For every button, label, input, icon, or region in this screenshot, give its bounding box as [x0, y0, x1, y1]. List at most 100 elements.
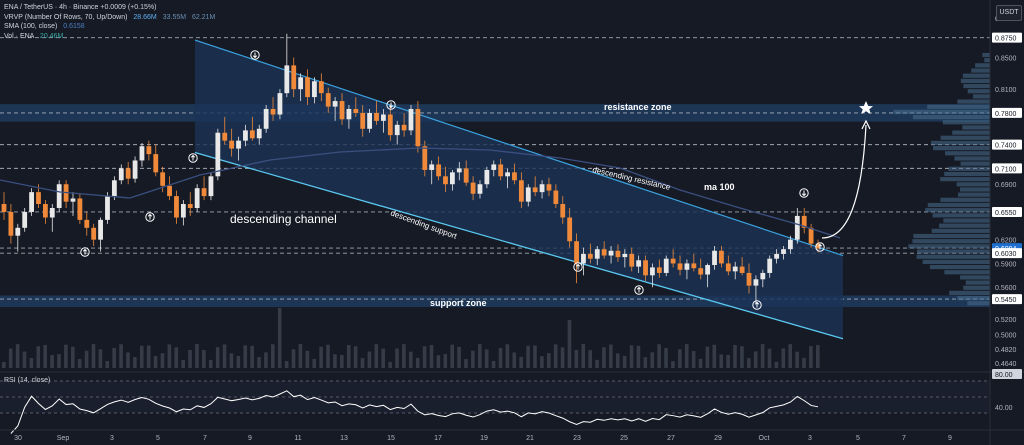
candle-body: [187, 204, 193, 208]
candle-body: [670, 258, 676, 264]
volume-profile-bar: [940, 177, 990, 182]
candle-body: [518, 180, 524, 202]
volume-profile-bar: [954, 156, 990, 161]
volume-bar: [643, 357, 648, 368]
price-tick-label: 0.6200: [995, 238, 1017, 245]
volume-bar: [160, 353, 165, 368]
volume-profile-bar: [963, 83, 990, 89]
volume-profile-bar: [957, 192, 990, 197]
volume-bar: [298, 344, 303, 368]
candle-body: [456, 168, 462, 173]
candle-body: [15, 227, 21, 236]
candle-body: [408, 108, 414, 131]
candle-body: [49, 207, 55, 218]
candle-body: [332, 101, 338, 107]
candle-body: [553, 190, 559, 205]
candle-body: [401, 124, 407, 131]
volume-bar: [250, 345, 254, 368]
volume-bar: [622, 355, 627, 368]
volume-profile-bar: [916, 254, 990, 259]
candle-body: [325, 93, 331, 107]
volume-bar: [567, 320, 572, 368]
price-tick-label: 0.5900: [995, 261, 1017, 268]
support-zone-label: support zone: [430, 298, 487, 308]
legend-vrvp-label: VRVP (Number Of Rows, 70, Up/Down): [4, 13, 128, 21]
arrow-up-icon: [634, 285, 644, 295]
volume-bar: [388, 361, 392, 368]
candle-body: [374, 112, 379, 121]
candle-body: [139, 146, 145, 161]
volume-bar: [409, 351, 413, 368]
candle-body: [719, 250, 724, 264]
candle-body: [208, 176, 214, 197]
channel-upper-line: [194, 39, 844, 257]
arrow-up-icon: [815, 242, 825, 252]
volume-profile-bar: [957, 295, 990, 301]
candle-body: [760, 272, 766, 280]
candle-body: [125, 168, 131, 179]
volume-bar: [133, 356, 137, 368]
price-tick-label: 0.5600: [995, 285, 1017, 292]
volume-profile-bar: [965, 280, 990, 285]
candle-body: [663, 258, 669, 273]
volume-bar: [395, 348, 399, 368]
arrow-down-icon: [386, 100, 396, 110]
volume-bar: [774, 361, 779, 368]
price-tick-label: 0.4820: [995, 347, 1017, 354]
volume-bar: [471, 350, 475, 368]
volume-bar: [202, 350, 206, 368]
legend-symbol: ENA / TetherUS · 4h · Binance: [4, 4, 99, 11]
volume-bar: [443, 354, 448, 368]
candle-body: [753, 279, 759, 286]
volume-bar: [70, 346, 75, 368]
price-tick-label: 0.6030: [995, 251, 1017, 258]
legend-vol-row: Vol · ENA 20.46M: [4, 32, 215, 42]
time-tick-label: 9: [948, 435, 952, 442]
candle-body: [712, 250, 717, 266]
time-tick-label: Oct: [759, 435, 770, 442]
rsi-top-tag: [992, 369, 1022, 379]
grid-layer: [0, 37, 990, 300]
rsi-tick-label: 40.00: [995, 405, 1013, 412]
candle-body: [725, 263, 731, 272]
volume-profile-bar: [971, 68, 990, 73]
candle-body: [463, 168, 469, 183]
candle-body: [180, 204, 186, 218]
candle-body: [684, 263, 690, 270]
candle-body: [284, 65, 290, 94]
volume-bar: [636, 345, 641, 368]
currency-button[interactable]: USDT: [996, 5, 1022, 21]
volume-bar: [415, 357, 420, 368]
candle-body: [643, 260, 648, 276]
volume-bar: [553, 344, 558, 368]
price-tick-label: 0.6550: [995, 210, 1017, 217]
ma-100-line: [0, 147, 841, 239]
volume-bar: [546, 353, 551, 368]
price-tick-label: 0.6900: [995, 182, 1017, 189]
price-tick-label: 0.8500: [995, 55, 1017, 62]
candle-body: [8, 211, 14, 236]
volume-bar: [208, 359, 213, 368]
candle-body: [84, 219, 90, 228]
candle-body: [215, 132, 221, 177]
candle-body: [229, 140, 235, 149]
price-tick-label: 0.7800: [995, 111, 1017, 118]
volume-bar: [43, 345, 47, 368]
legend-sma-label: SMA (100, close): [4, 23, 58, 30]
legend-change: +0.0009 (+0.15%): [100, 4, 157, 11]
time-tick-label: 19: [480, 435, 488, 442]
projection-arrow: [821, 124, 867, 239]
volume-bar: [519, 356, 523, 368]
candle-body: [677, 263, 683, 270]
candle-body: [243, 130, 248, 141]
volume-bar: [512, 352, 517, 368]
candle-body: [42, 204, 48, 218]
time-tick-label: 7: [902, 435, 906, 442]
volume-bar: [609, 344, 613, 368]
volume-bar: [64, 344, 68, 368]
candle-body: [525, 187, 531, 202]
volume-bar: [705, 346, 710, 368]
star-icon: [859, 101, 873, 114]
volume-bar: [139, 345, 144, 368]
